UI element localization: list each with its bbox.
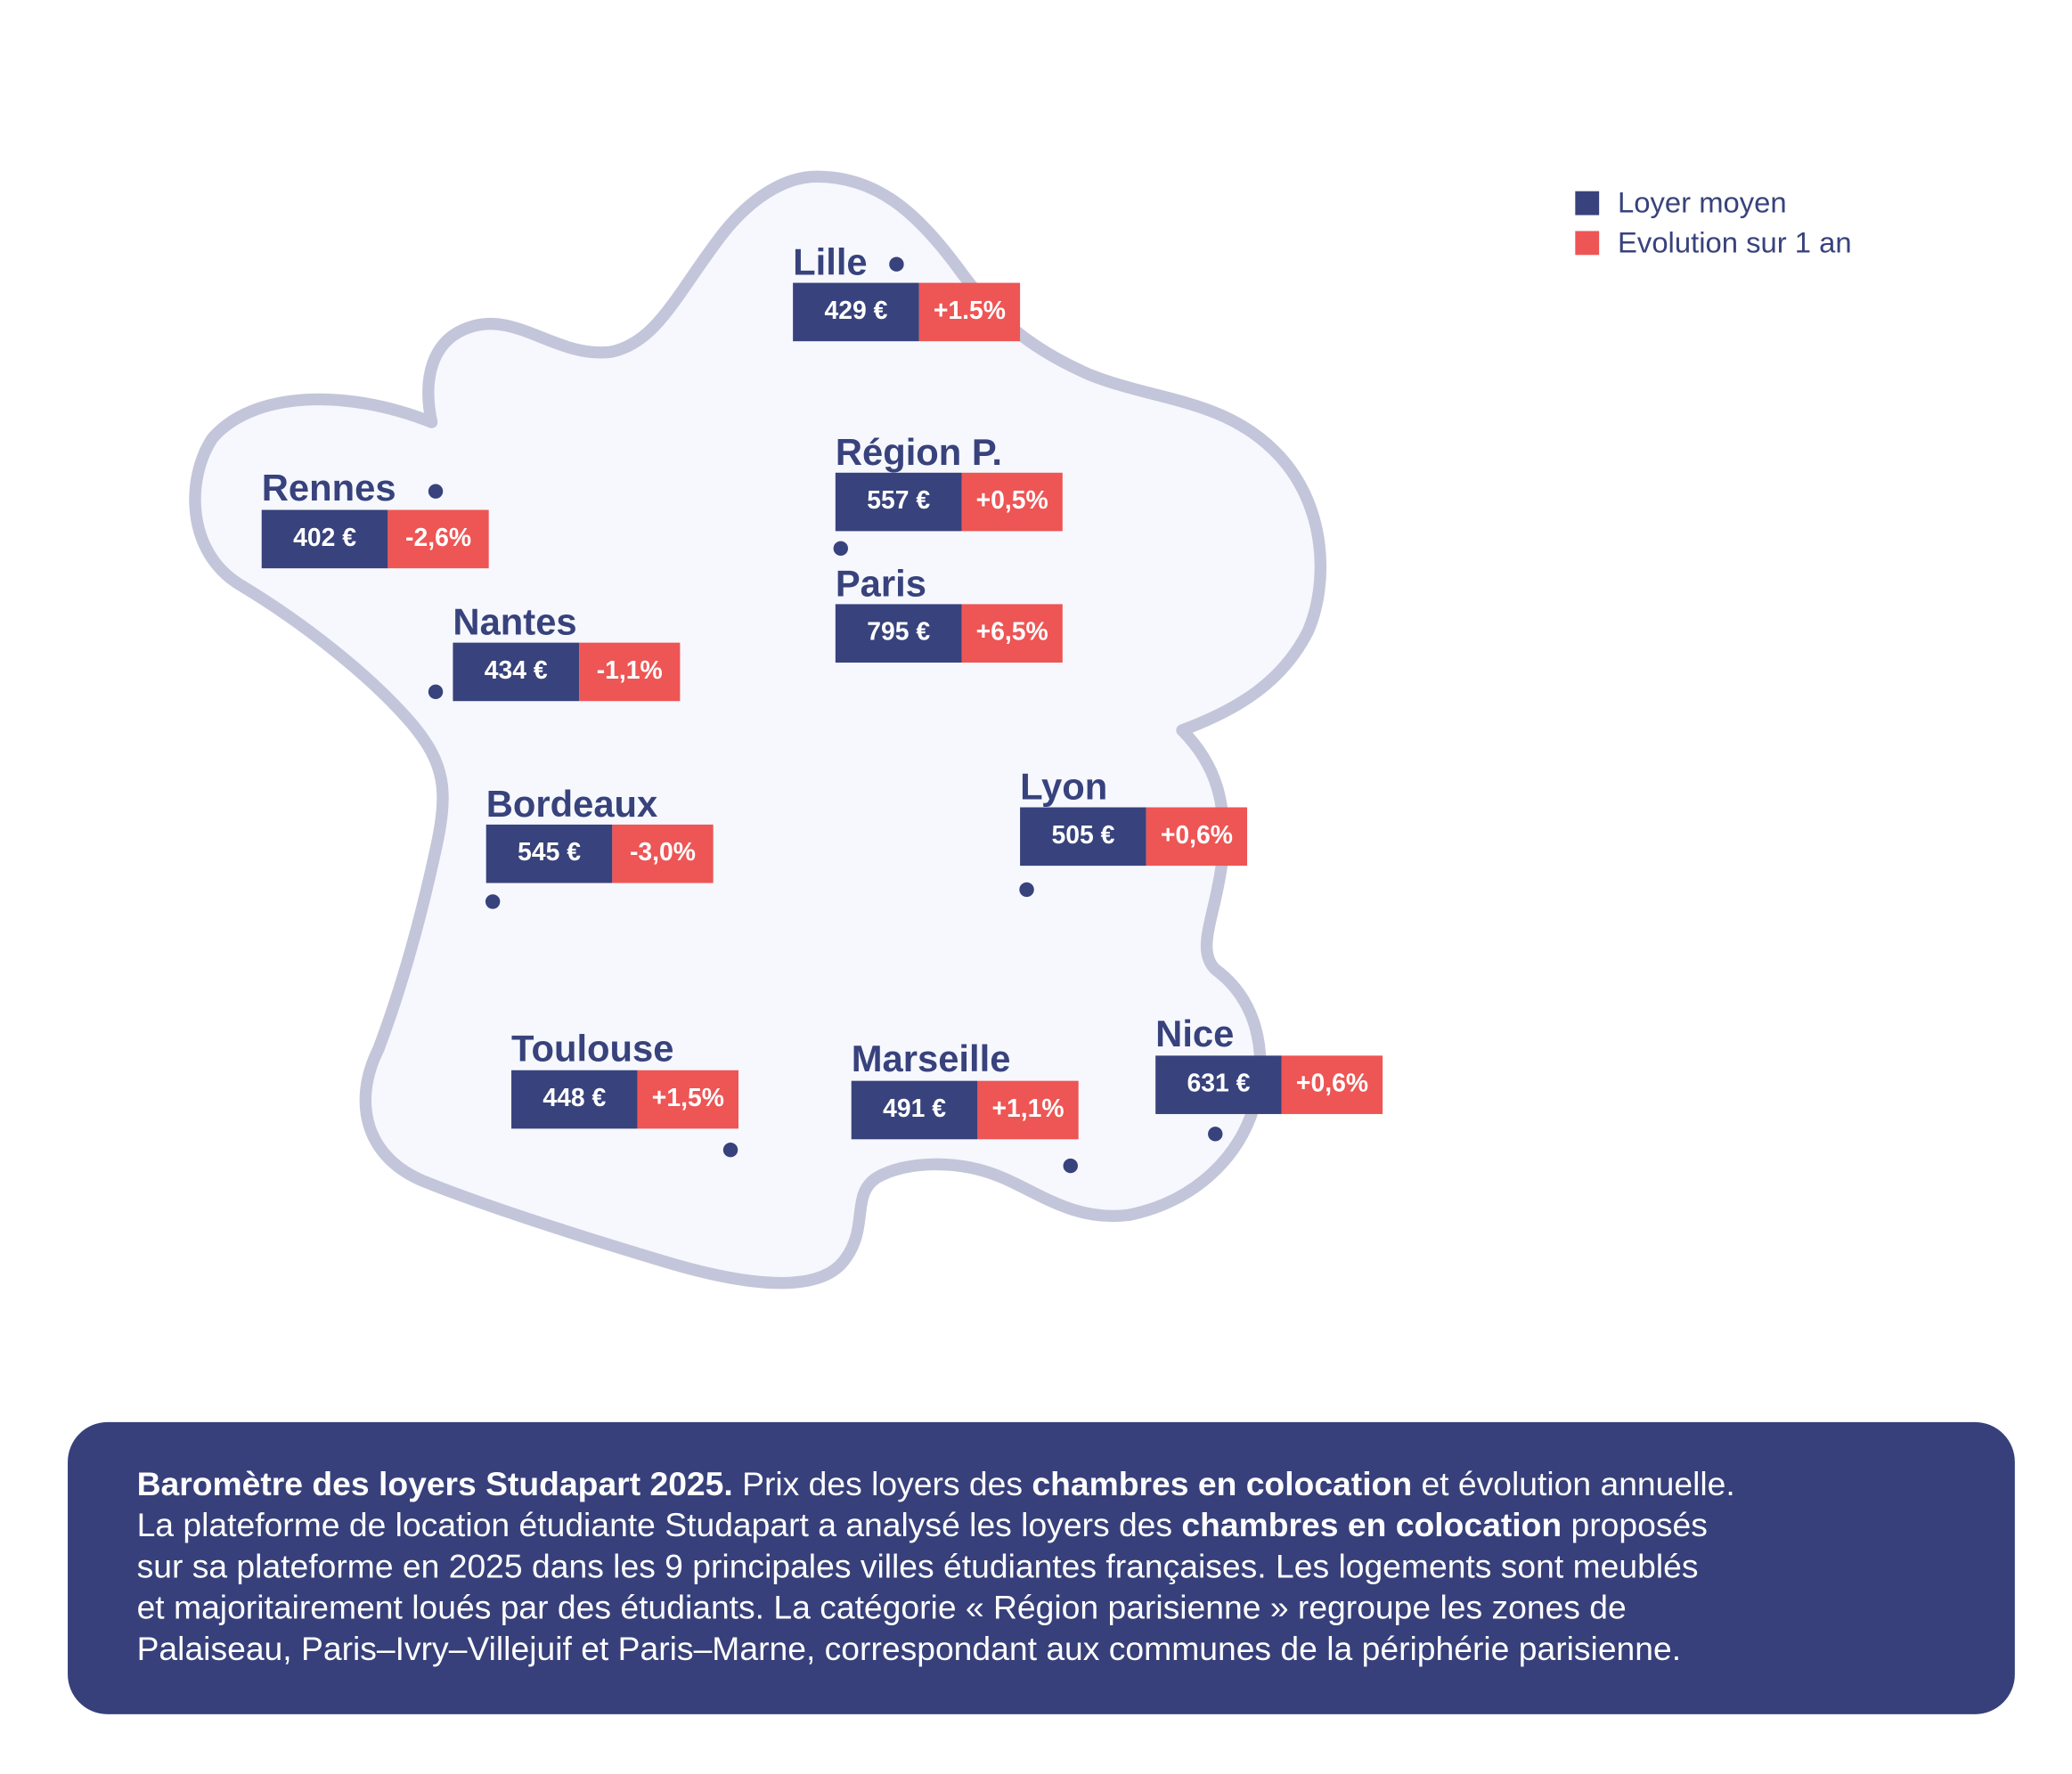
evolution-value: +0,6%	[1281, 1055, 1383, 1114]
legend-item-evolution: Evolution sur 1 an	[1575, 223, 1852, 263]
description-line: Palaiseau, Paris–Ivry–Villejuif et Paris…	[137, 1629, 2015, 1670]
city-values-paris: 795 € +6,5%	[835, 604, 1063, 663]
description-bold-text: Baromètre des loyers Studapart 2025.	[136, 1466, 733, 1503]
legend-swatch-rent	[1575, 191, 1600, 216]
rent-value: 505 €	[1020, 807, 1146, 867]
rent-value: 545 €	[485, 824, 613, 883]
rent-value: 434 €	[453, 642, 580, 702]
rent-value: 491 €	[851, 1080, 978, 1140]
city-values-nice: 631 € +0,6%	[1155, 1055, 1383, 1114]
description-bold-text: chambres en colocation	[1181, 1507, 1562, 1545]
evolution-value: +1,5%	[637, 1070, 738, 1129]
evolution-value: -1,1%	[579, 642, 681, 702]
city-values-marseille: 491 € +1,1%	[851, 1080, 1079, 1140]
evolution-value: +0,5%	[961, 472, 1063, 532]
legend: Loyer moyen Evolution sur 1 an	[1575, 183, 1852, 263]
rent-value: 795 €	[835, 604, 962, 663]
description-text: Palaiseau, Paris–Ivry–Villejuif et Paris…	[136, 1630, 1682, 1668]
evolution-value: -3,0%	[612, 824, 714, 883]
evolution-value: +0,6%	[1146, 807, 1248, 867]
legend-label: Loyer moyen	[1618, 185, 1787, 220]
evolution-value: +1,1%	[977, 1080, 1079, 1140]
evolution-value: +6,5%	[961, 604, 1063, 663]
city-name-lyon: Lyon	[1020, 766, 1108, 808]
description-text: La plateforme de location étudiante Stud…	[136, 1507, 1182, 1545]
city-dot-rennes	[428, 484, 444, 499]
city-dot-r-gion-p	[833, 541, 849, 556]
description-line: La plateforme de location étudiante Stud…	[137, 1506, 2015, 1547]
city-values-toulouse: 448 € +1,5%	[511, 1070, 738, 1129]
city-name-paris: Paris	[835, 563, 926, 605]
city-name-r-gion-p: Région P.	[835, 431, 1002, 473]
description-line: et majoritairement loués par des étudian…	[137, 1588, 2015, 1629]
city-dot-marseille	[1063, 1158, 1078, 1174]
city-name-nice: Nice	[1155, 1013, 1235, 1054]
city-dot-toulouse	[722, 1143, 738, 1158]
evolution-value: -2,6%	[387, 509, 489, 569]
city-values-lille: 429 € +1.5%	[793, 282, 1021, 342]
city-values-bordeaux: 545 € -3,0%	[485, 824, 714, 883]
france-map-outline	[189, 170, 1327, 1290]
city-values-r-gion-p: 557 € +0,5%	[835, 472, 1063, 532]
rent-value: 429 €	[793, 282, 919, 342]
rent-value: 448 €	[511, 1070, 638, 1129]
city-name-rennes: Rennes	[261, 467, 396, 509]
evolution-value: +1.5%	[918, 282, 1021, 342]
description-bold-text: chambres en colocation	[1032, 1466, 1413, 1503]
france-shape	[189, 170, 1327, 1290]
description-text: et évolution annuelle.	[1412, 1466, 1735, 1503]
city-values-lyon: 505 € +0,6%	[1020, 807, 1248, 867]
description-text: proposés	[1562, 1507, 1708, 1545]
legend-swatch-evolution	[1575, 231, 1600, 256]
description-text: et majoritairement loués par des étudian…	[136, 1589, 1627, 1627]
city-values-rennes: 402 € -2,6%	[261, 509, 489, 569]
description-text: sur sa plateforme en 2025 dans les 9 pri…	[136, 1548, 1699, 1586]
rent-value: 557 €	[835, 472, 962, 532]
city-name-nantes: Nantes	[453, 601, 577, 643]
city-name-marseille: Marseille	[851, 1038, 1011, 1080]
city-name-lille: Lille	[793, 241, 868, 283]
city-dot-lille	[889, 256, 904, 272]
rent-value: 402 €	[261, 509, 388, 569]
city-name-bordeaux: Bordeaux	[485, 783, 658, 825]
city-values-nantes: 434 € -1,1%	[453, 642, 681, 702]
city-name-toulouse: Toulouse	[511, 1028, 674, 1070]
legend-label: Evolution sur 1 an	[1618, 225, 1852, 259]
legend-item-rent: Loyer moyen	[1575, 183, 1851, 224]
description-text: Prix des loyers des	[732, 1466, 1032, 1503]
city-dot-nantes	[428, 684, 444, 700]
rent-value: 631 €	[1155, 1055, 1282, 1114]
description-line: Baromètre des loyers Studapart 2025. Pri…	[137, 1465, 2015, 1506]
city-dot-bordeaux	[485, 894, 501, 909]
description-line: sur sa plateforme en 2025 dans les 9 pri…	[137, 1547, 2015, 1588]
description-panel: Baromètre des loyers Studapart 2025. Pri…	[68, 1421, 2015, 1714]
city-dot-lyon	[1019, 882, 1034, 898]
city-dot-nice	[1208, 1127, 1223, 1142]
